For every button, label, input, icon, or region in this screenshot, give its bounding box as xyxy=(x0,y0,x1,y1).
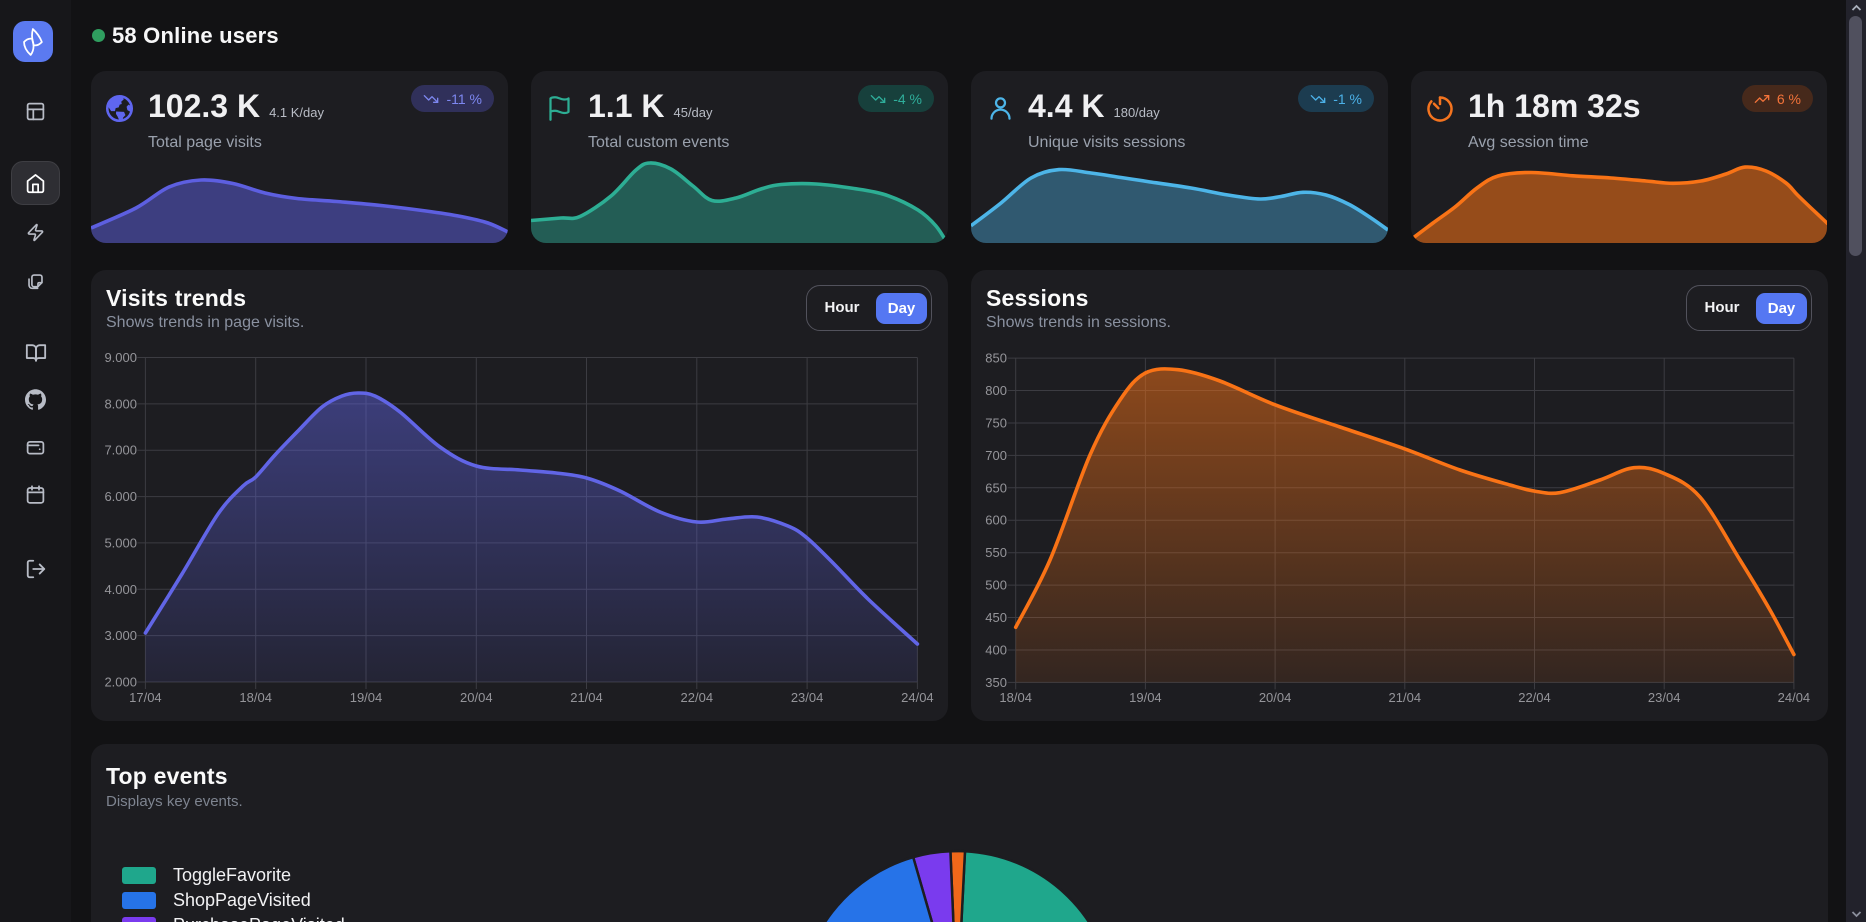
svg-text:18/04: 18/04 xyxy=(999,690,1032,705)
svg-text:850: 850 xyxy=(985,351,1007,366)
svg-text:20/04: 20/04 xyxy=(460,690,493,705)
svg-text:750: 750 xyxy=(985,416,1007,431)
svg-text:550: 550 xyxy=(985,545,1007,560)
svg-text:8.000: 8.000 xyxy=(104,396,137,411)
svg-text:24/04: 24/04 xyxy=(901,690,934,705)
svg-text:350: 350 xyxy=(985,675,1007,690)
svg-text:700: 700 xyxy=(985,448,1007,463)
svg-text:20/04: 20/04 xyxy=(1259,690,1292,705)
svg-text:22/04: 22/04 xyxy=(681,690,714,705)
svg-text:650: 650 xyxy=(985,480,1007,495)
svg-text:19/04: 19/04 xyxy=(1129,690,1162,705)
svg-text:600: 600 xyxy=(985,513,1007,528)
svg-text:3.000: 3.000 xyxy=(104,628,137,643)
svg-text:7.000: 7.000 xyxy=(104,443,137,458)
svg-text:22/04: 22/04 xyxy=(1518,690,1551,705)
svg-text:21/04: 21/04 xyxy=(570,690,603,705)
svg-text:17/04: 17/04 xyxy=(129,690,162,705)
svg-text:800: 800 xyxy=(985,383,1007,398)
svg-text:2.000: 2.000 xyxy=(104,675,137,690)
svg-text:23/04: 23/04 xyxy=(1648,690,1681,705)
svg-text:6.000: 6.000 xyxy=(104,489,137,504)
svg-text:4.000: 4.000 xyxy=(104,582,137,597)
svg-text:400: 400 xyxy=(985,643,1007,658)
svg-text:5.000: 5.000 xyxy=(104,535,137,550)
svg-text:9.000: 9.000 xyxy=(104,350,137,365)
svg-text:21/04: 21/04 xyxy=(1389,690,1422,705)
svg-text:24/04: 24/04 xyxy=(1778,690,1811,705)
svg-text:23/04: 23/04 xyxy=(791,690,824,705)
svg-text:18/04: 18/04 xyxy=(239,690,272,705)
svg-text:19/04: 19/04 xyxy=(350,690,383,705)
svg-text:500: 500 xyxy=(985,578,1007,593)
svg-text:450: 450 xyxy=(985,610,1007,625)
